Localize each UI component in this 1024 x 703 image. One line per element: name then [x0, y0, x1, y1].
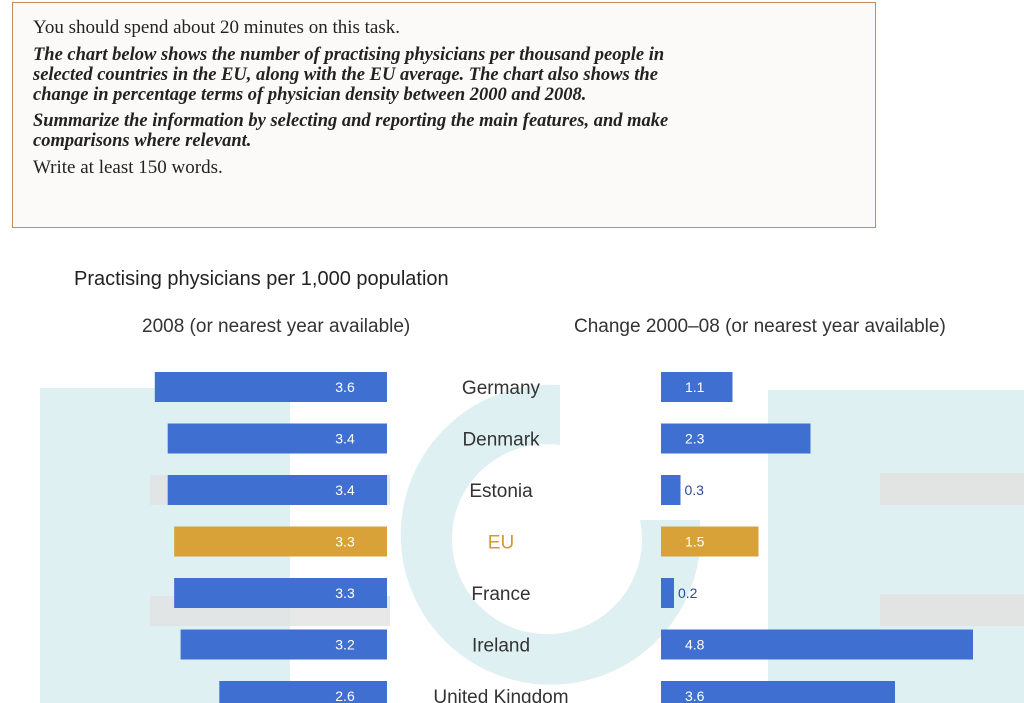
bar-2008-ireland: [180, 629, 387, 660]
task-instruction-line: comparisons where relevant.: [33, 131, 252, 151]
bar-label-change: 0.3: [685, 482, 705, 498]
task-prompt: The chart below shows the number of prac…: [33, 45, 875, 105]
bar-label-2008: 3.6: [335, 379, 355, 395]
category-label: Ireland: [472, 636, 530, 657]
task-instruction: Summarize the information by selecting a…: [33, 111, 875, 151]
bar-label-2008: 3.3: [335, 585, 355, 601]
chart-title: Practising physicians per 1,000 populati…: [74, 268, 449, 290]
category-label: Denmark: [462, 430, 540, 451]
bar-label-change: 1.1: [685, 379, 705, 395]
task-intro: You should spend about 20 minutes on thi…: [33, 17, 401, 38]
chart-bars: 3.6 Germany 1.1 3.4 Denmark 2.3 3.4 Estonia 0.3 3…: [154, 372, 973, 703]
bar-2008-france: [174, 578, 387, 608]
bar-label-change: 4.8: [685, 637, 705, 653]
bar-change-united-kingdom: [661, 681, 895, 703]
bar-label-2008: 3.4: [335, 431, 355, 447]
bar-label-change: 0.2: [678, 585, 698, 601]
category-label: United Kingdom: [433, 687, 568, 703]
category-label: Germany: [462, 378, 541, 399]
bar-label-change: 1.5: [685, 534, 705, 550]
task-prompt-line: The chart below shows the number of prac…: [33, 45, 665, 65]
bar-2008-eu: [174, 526, 387, 557]
category-label: France: [471, 584, 530, 605]
bar-change-ireland: [661, 629, 973, 660]
bar-label-change: 2.3: [685, 431, 705, 447]
task-prompt-line: change in percentage terms of physician …: [33, 85, 587, 105]
bar-2008-united-kingdom: [219, 681, 387, 703]
series-label-change: Change 2000–08 (or nearest year availabl…: [574, 316, 946, 337]
task-prompt-line: selected countries in the EU, along with…: [33, 65, 658, 85]
bar-label-2008: 3.3: [335, 534, 355, 550]
backdrop-arc: [400, 384, 701, 685]
backdrop-stripe: [880, 473, 1024, 505]
bar-label-change: 3.6: [685, 688, 705, 703]
task-instructions-box: You should spend about 20 minutes on thi…: [12, 2, 876, 228]
bar-label-2008: 3.2: [335, 637, 355, 653]
category-label: EU: [488, 533, 514, 554]
bar-change-denmark: [661, 423, 811, 454]
bar-label-2008: 3.4: [335, 482, 355, 498]
task-instruction-line: Summarize the information by selecting a…: [33, 111, 669, 131]
backdrop-stripe: [880, 594, 1024, 626]
bar-2008-estonia: [167, 475, 387, 505]
bar-label-2008: 2.6: [335, 688, 355, 703]
bar-change-france: [661, 578, 674, 608]
bar-change-estonia: [661, 475, 681, 505]
series-label-2008: 2008 (or nearest year available): [142, 316, 411, 337]
task-word-limit: Write at least 150 words.: [33, 157, 223, 178]
bar-2008-germany: [154, 372, 387, 402]
category-label: Estonia: [469, 481, 533, 502]
bar-change-eu: [661, 526, 759, 557]
bar-change-germany: [661, 372, 733, 402]
bar-2008-denmark: [167, 423, 387, 454]
